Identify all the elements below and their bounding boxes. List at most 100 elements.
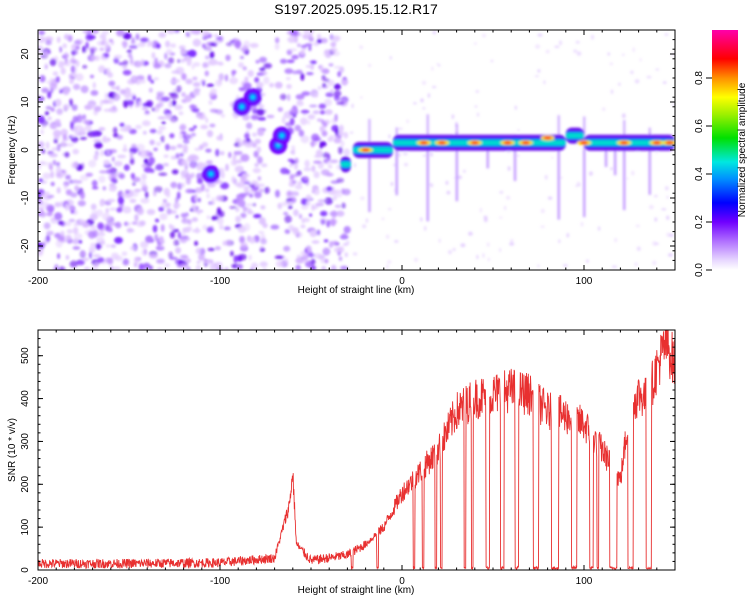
streak (513, 150, 517, 181)
noise-speck (233, 150, 243, 156)
streak (368, 118, 371, 150)
streak (557, 150, 560, 220)
noise-speck (186, 58, 192, 66)
noise-speck (130, 172, 135, 180)
noise-speck (132, 95, 137, 101)
noise-speck (321, 68, 330, 74)
noise-speck (211, 197, 216, 206)
noise-speck (158, 206, 165, 212)
noise-speck (140, 198, 150, 204)
noise-speck (201, 142, 209, 148)
hot-spot-core (580, 141, 588, 145)
noise-speck (112, 127, 118, 134)
noise-speck (231, 71, 235, 77)
noise-speck (97, 257, 105, 263)
noise-speck (50, 170, 54, 179)
noise-speck (313, 93, 319, 98)
noise-speck (289, 108, 298, 116)
noise-speck (39, 75, 46, 83)
noise-speck (248, 184, 256, 188)
noise-speck (345, 240, 350, 246)
noise-speck (352, 252, 358, 256)
noise-speck (196, 178, 204, 185)
noise-speck (110, 244, 117, 249)
noise-speck (143, 262, 151, 269)
noise-speck (191, 64, 195, 70)
colorbar-gradient (712, 30, 738, 270)
noise-speck (289, 174, 295, 181)
noise-speck (326, 219, 331, 228)
noise-speck (45, 191, 50, 198)
noise-speck (192, 62, 201, 67)
noise-speck (86, 30, 93, 34)
noise-speck (662, 81, 667, 84)
noise-speck (95, 242, 102, 250)
noise-speck (41, 148, 46, 154)
noise-speck (80, 251, 86, 257)
noise-speck (107, 227, 113, 233)
noise-speck (205, 148, 212, 153)
noise-speck (473, 42, 477, 45)
noise-speck (209, 123, 216, 128)
noise-speck (626, 177, 629, 181)
noise-speck (60, 139, 66, 148)
signal-blob-center (208, 171, 214, 177)
noise-speck (313, 188, 320, 196)
noise-speck (160, 135, 165, 143)
noise-speck (237, 225, 247, 233)
noise-speck (653, 194, 658, 198)
noise-speck (614, 238, 618, 243)
noise-speck (218, 73, 225, 81)
noise-speck (111, 252, 119, 260)
noise-speck (323, 239, 329, 243)
noise-speck (194, 240, 199, 246)
noise-speck (476, 254, 479, 260)
noise-speck (315, 149, 323, 158)
noise-speck (307, 114, 316, 120)
noise-speck (70, 192, 78, 198)
noise-speck (486, 242, 490, 247)
snr-x-tick-label: 100 (576, 576, 593, 587)
noise-speck (101, 30, 110, 35)
hot-spot-core (620, 141, 629, 145)
noise-speck (236, 263, 243, 270)
noise-speck (116, 134, 124, 140)
hot-spot-core (665, 141, 674, 145)
noise-speck (137, 207, 144, 216)
noise-speck (176, 85, 182, 93)
noise-speck (131, 143, 137, 149)
noise-speck (460, 243, 466, 248)
noise-speck (289, 117, 295, 126)
noise-speck (321, 74, 326, 82)
noise-speck (667, 253, 673, 257)
noise-speck (420, 217, 423, 222)
noise-speck (397, 152, 401, 158)
noise-speck (664, 33, 669, 36)
noise-speck (240, 175, 247, 183)
colorbar-tick-label: 0.2 (694, 215, 705, 229)
noise-speck (479, 207, 483, 213)
noise-speck (155, 163, 164, 171)
noise-speck (255, 59, 260, 64)
noise-speck (99, 33, 107, 40)
noise-speck (298, 213, 303, 219)
noise-speck (38, 30, 45, 36)
noise-speck (102, 135, 107, 143)
noise-speck (65, 143, 75, 147)
line-core (340, 161, 352, 168)
noise-speck (669, 233, 674, 237)
noise-speck (145, 100, 154, 108)
noise-speck (634, 79, 640, 84)
noise-speck (122, 258, 130, 266)
noise-speck (307, 253, 315, 258)
noise-speck (152, 224, 158, 233)
noise-speck (156, 129, 163, 135)
streak (368, 150, 371, 213)
noise-speck (610, 89, 614, 94)
snr-x-label: Height of straight line (km) (298, 585, 415, 596)
noise-speck (72, 139, 78, 144)
noise-speck (610, 167, 613, 171)
noise-speck (231, 176, 236, 184)
noise-speck (324, 98, 333, 107)
